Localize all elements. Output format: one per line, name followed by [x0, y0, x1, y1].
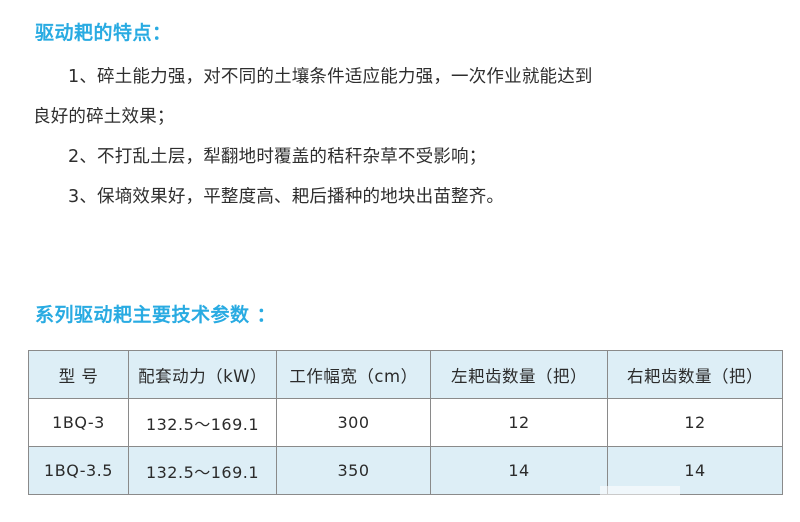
cell-power: 132.5～169.1: [128, 446, 277, 495]
feature-item-3-line-1: 3、保墒效果好，平整度高、耙后播种的地块出苗整齐。: [68, 187, 505, 207]
cell-right-teeth: 12: [607, 398, 783, 447]
cell-right-teeth: 14: [607, 446, 783, 495]
cell-working-width: 300: [276, 398, 431, 447]
cell-working-width: 350: [276, 446, 431, 495]
params-table-container: 型 号 配套动力（kW） 工作幅宽（cm） 左耙齿数量（把） 右耙齿数量（把） …: [28, 350, 783, 495]
table-row: 1BQ-3.5 132.5～169.1 350 14 14: [28, 446, 783, 495]
table-body: 1BQ-3 132.5～169.1 300 12 12 1BQ-3.5 132.…: [28, 398, 783, 495]
feature-item-2-line-1: 2、不打乱土层，犁翻地时覆盖的秸秆杂草不受影响；: [68, 147, 487, 167]
column-header-model: 型 号: [28, 350, 129, 399]
features-section-heading: 驱动耙的特点：: [35, 22, 172, 44]
cell-model: 1BQ-3.5: [28, 446, 129, 495]
params-table: 型 号 配套动力（kW） 工作幅宽（cm） 左耙齿数量（把） 右耙齿数量（把） …: [28, 350, 783, 495]
table-header: 型 号 配套动力（kW） 工作幅宽（cm） 左耙齿数量（把） 右耙齿数量（把）: [28, 350, 783, 399]
table-header-row: 型 号 配套动力（kW） 工作幅宽（cm） 左耙齿数量（把） 右耙齿数量（把）: [28, 350, 783, 399]
column-header-left-teeth: 左耙齿数量（把）: [430, 350, 608, 399]
cell-left-teeth: 14: [430, 446, 608, 495]
feature-item-1-line-2: 良好的碎土效果；: [33, 107, 175, 127]
features-body: 1、碎土能力强，对不同的土壤条件适应能力强，一次作业就能达到 良好的碎土效果； …: [33, 57, 773, 217]
column-header-power: 配套动力（kW）: [128, 350, 277, 399]
cell-left-teeth: 12: [430, 398, 608, 447]
column-header-right-teeth: 右耙齿数量（把）: [607, 350, 783, 399]
feature-item-1-line-1: 1、碎土能力强，对不同的土壤条件适应能力强，一次作业就能达到: [68, 67, 593, 87]
cell-power: 132.5～169.1: [128, 398, 277, 447]
table-row: 1BQ-3 132.5～169.1 300 12 12: [28, 398, 783, 447]
cell-model: 1BQ-3: [28, 398, 129, 447]
params-section-heading: 系列驱动耙主要技术参数 ：: [35, 304, 277, 326]
column-header-working-width: 工作幅宽（cm）: [276, 350, 431, 399]
